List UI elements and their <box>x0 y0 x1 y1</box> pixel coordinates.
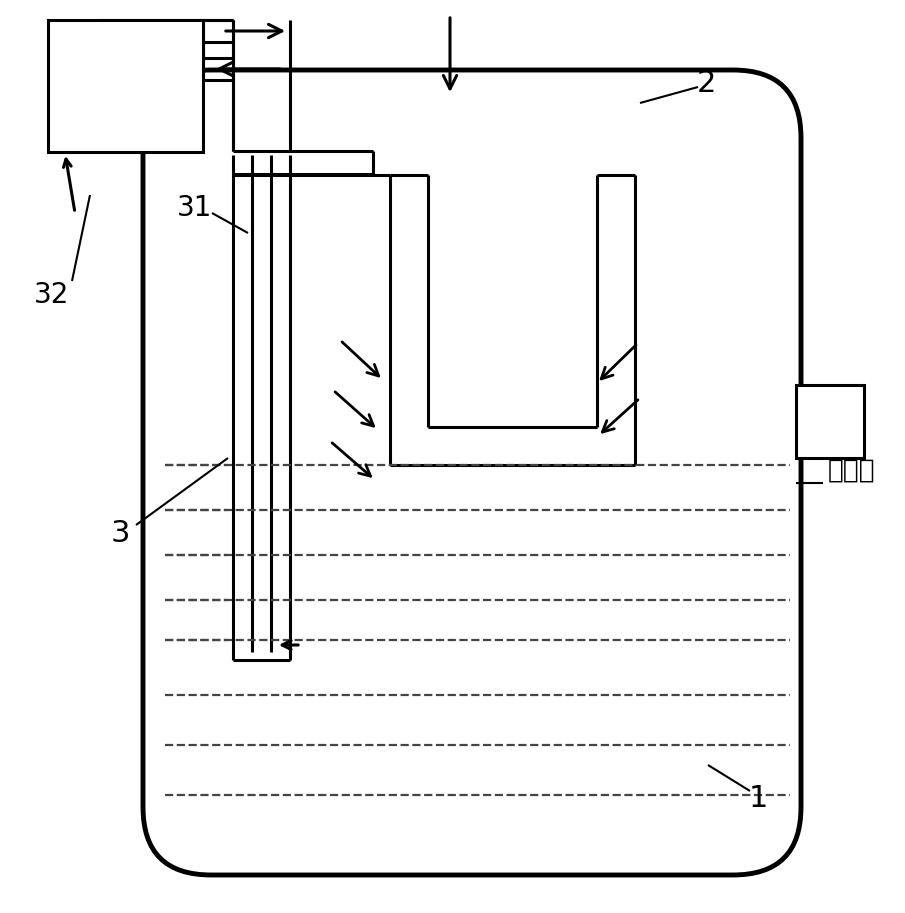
Text: 31: 31 <box>177 194 213 222</box>
Text: 溢流口: 溢流口 <box>828 458 876 484</box>
Bar <box>796 385 864 458</box>
Text: 2: 2 <box>696 68 716 98</box>
Bar <box>48 20 203 152</box>
Text: 3: 3 <box>110 519 129 548</box>
Text: 32: 32 <box>34 281 70 309</box>
Text: 1: 1 <box>748 783 767 813</box>
FancyBboxPatch shape <box>143 70 801 875</box>
